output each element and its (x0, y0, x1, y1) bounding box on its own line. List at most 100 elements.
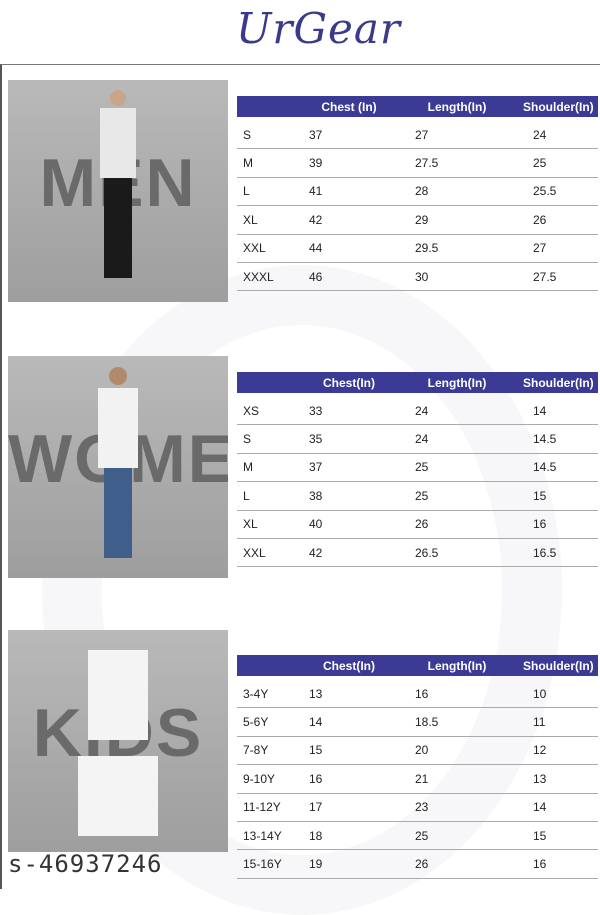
table-cell: 11 (533, 715, 546, 730)
table-row: S 35 24 14.5 (237, 425, 598, 454)
table-row: 3-4Y 13 16 10 (237, 680, 598, 709)
women-size-table: Chest(In) Length(In) Shoulder(In) XS 33 24 14 S… (237, 372, 598, 568)
table-row: 11-12Y 17 23 14 (237, 794, 598, 822)
table-cell: 19 (309, 857, 323, 872)
column-header: Length(In) (427, 658, 487, 673)
table-cell: 26 (415, 517, 429, 532)
women-model-image: WOMEN (8, 356, 228, 578)
size-label: S (243, 127, 252, 142)
table-cell: 40 (309, 517, 323, 532)
size-label: 15-16Y (243, 857, 282, 872)
table-row: XXL 44 29.5 27 (237, 235, 598, 263)
table-cell: 14 (533, 403, 547, 418)
women-table-header: Chest(In) Length(In) Shoulder(In) (237, 372, 598, 393)
column-header: Chest(In) (323, 658, 375, 673)
column-header: Chest(In) (323, 375, 375, 390)
table-cell: 44 (309, 241, 323, 256)
table-cell: 27.5 (415, 156, 439, 171)
table-cell: 16 (309, 771, 323, 786)
kids-clothing-image: KIDS (8, 630, 228, 852)
size-label: S (243, 432, 252, 447)
table-cell: 15 (309, 743, 323, 758)
table-cell: 26 (533, 212, 547, 227)
men-model-image: MEN (8, 80, 228, 302)
table-row: 9-10Y 16 21 13 (237, 765, 598, 794)
size-label: 11-12Y (243, 800, 281, 815)
size-label: 13-14Y (243, 828, 282, 843)
table-cell: 15 (533, 828, 547, 843)
column-header: Length(In) (427, 99, 487, 114)
table-row: 5-6Y 14 18.5 11 (237, 708, 598, 737)
table-cell: 20 (415, 743, 429, 758)
table-cell: 27 (533, 241, 547, 256)
table-cell: 14.5 (533, 432, 557, 447)
product-id-watermark: s-46937246 (8, 850, 163, 878)
table-cell: 37 (309, 127, 323, 142)
table-cell: 39 (309, 156, 323, 171)
size-label: XXXL (243, 269, 274, 284)
table-cell: 25 (415, 828, 429, 843)
size-label: XL (243, 517, 258, 532)
size-label: XS (243, 403, 260, 418)
table-cell: 42 (309, 212, 323, 227)
table-cell: 15 (533, 488, 547, 503)
table-cell: 26.5 (415, 545, 439, 560)
table-row: XXL 42 26.5 16.5 (237, 539, 598, 568)
table-row: XS 33 24 14 (237, 397, 598, 426)
table-cell: 24 (533, 127, 547, 142)
kids-table-header: Chest(In) Length(In) Shoulder(In) (237, 655, 598, 676)
table-cell: 25 (533, 156, 547, 171)
table-row: XXXL 46 30 27.5 (237, 263, 598, 292)
table-cell: 16.5 (533, 545, 557, 560)
table-row: S 37 27 24 (237, 121, 598, 150)
table-cell: 24 (415, 432, 429, 447)
table-cell: 16 (533, 857, 547, 872)
women-figure-icon (98, 367, 138, 558)
table-cell: 18.5 (415, 715, 439, 730)
table-cell: 10 (533, 686, 547, 701)
men-size-table: Chest (In) Length(In) Shoulder(In) S 37 27 24 M… (237, 96, 598, 292)
table-cell: 16 (415, 686, 429, 701)
table-row: M 39 27.5 25 (237, 149, 598, 178)
table-cell: 42 (309, 545, 323, 560)
table-cell: 17 (309, 800, 323, 815)
kids-size-table: Chest(In) Length(In) Shoulder(In) 3-4Y 13 16 1… (237, 655, 598, 879)
size-label: 5-6Y (243, 715, 269, 730)
size-label: 3-4Y (243, 686, 269, 701)
table-cell: 14.5 (533, 460, 557, 475)
table-cell: 25.5 (533, 184, 557, 199)
column-header: Shoulder(In) (523, 99, 594, 114)
table-cell: 37 (309, 460, 323, 475)
table-cell: 25 (415, 488, 429, 503)
size-label: L (243, 184, 250, 199)
kids-clothing-icon (78, 650, 158, 836)
men-table-header: Chest (In) Length(In) Shoulder(In) (237, 96, 598, 117)
brand-logo: UrGear (236, 4, 401, 53)
table-row: L 41 28 25.5 (237, 178, 598, 207)
table-cell: 46 (309, 269, 323, 284)
table-cell: 14 (309, 715, 323, 730)
table-cell: 28 (415, 184, 429, 199)
table-cell: 12 (533, 743, 547, 758)
table-cell: 26 (415, 857, 429, 872)
size-label: XXL (243, 545, 266, 560)
table-row: XL 42 29 26 (237, 206, 598, 235)
size-label: M (243, 460, 253, 475)
table-cell: 16 (533, 517, 547, 532)
table-cell: 38 (309, 488, 323, 503)
column-header: Shoulder(In) (523, 375, 594, 390)
table-row: L 38 25 15 (237, 482, 598, 511)
table-cell: 14 (533, 800, 547, 815)
table-cell: 30 (415, 269, 429, 284)
column-header: Chest (In) (321, 99, 377, 114)
table-cell: 13 (533, 771, 547, 786)
table-cell: 29 (415, 212, 429, 227)
size-label: L (243, 488, 250, 503)
table-cell: 24 (415, 403, 429, 418)
table-cell: 18 (309, 828, 323, 843)
table-cell: 33 (309, 403, 323, 418)
table-row: 13-14Y 18 25 15 (237, 822, 598, 851)
column-header: Length(In) (427, 375, 487, 390)
table-cell: 21 (415, 771, 429, 786)
table-row: 15-16Y 19 26 16 (237, 850, 598, 879)
